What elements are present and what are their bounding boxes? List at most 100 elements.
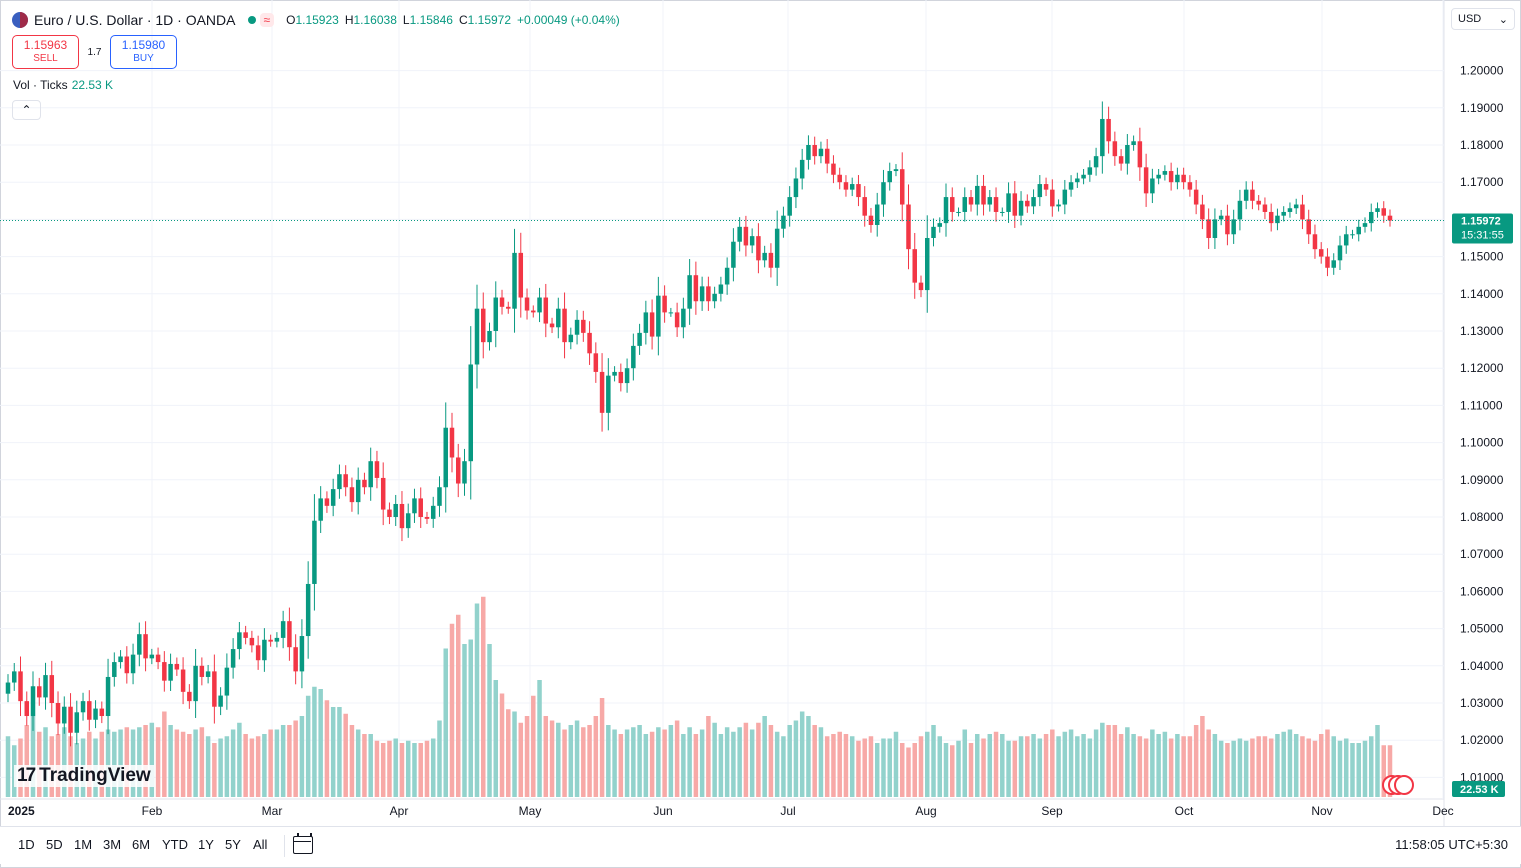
candle-body	[174, 663, 180, 670]
range-ytd-button[interactable]: YTD	[162, 837, 188, 852]
price-tick-label: 1.18000	[1460, 138, 1504, 152]
volume-bar	[274, 729, 280, 797]
candle-body	[143, 634, 148, 659]
time-tick-label: Sep	[1041, 804, 1063, 818]
volume-bar	[462, 644, 467, 797]
sell-button[interactable]: 1.15963 SELL	[12, 35, 79, 69]
time-tick-label: Mar	[262, 804, 283, 818]
candle-body	[849, 184, 855, 190]
candle-body	[293, 647, 298, 672]
volume-bar	[1356, 743, 1361, 797]
volume-bar	[412, 743, 417, 797]
range-1d-button[interactable]: 1D	[18, 837, 35, 852]
candle-body	[749, 236, 755, 246]
volume-bar	[337, 707, 342, 797]
candle-body	[1081, 174, 1086, 179]
volume-bar	[449, 623, 455, 797]
price-tick-label: 1.02000	[1460, 733, 1504, 747]
candle-body	[324, 498, 330, 506]
candle-body	[1375, 208, 1380, 212]
volume-bar	[1350, 743, 1355, 797]
candle-body	[1075, 178, 1080, 183]
volume-bar	[380, 743, 386, 797]
candle-body	[831, 163, 836, 175]
volume-bar	[1181, 736, 1186, 797]
candle-body	[374, 461, 380, 478]
range-1y-button[interactable]: 1Y	[198, 837, 214, 852]
candle-body	[1237, 200, 1243, 220]
range-3m-button[interactable]: 3M	[103, 837, 122, 852]
volume-bar	[831, 734, 836, 797]
range-5d-button[interactable]: 5D	[46, 837, 63, 852]
candle-body	[887, 171, 892, 183]
candle-body	[1356, 226, 1361, 235]
volume-bar	[1143, 738, 1149, 797]
range-1m-button[interactable]: 1M	[74, 837, 93, 852]
candle-body	[712, 293, 717, 302]
candle-body	[218, 695, 223, 707]
candle-body	[562, 308, 567, 343]
candle-body	[262, 639, 267, 661]
time-tick-label: Dec	[1432, 804, 1453, 818]
ohlc-change: +0.00049 (+0.04%)	[517, 13, 620, 27]
candle-body	[899, 169, 905, 205]
currency-selector[interactable]: USD ⌄	[1451, 8, 1515, 30]
calendar-icon[interactable]	[293, 833, 313, 854]
candle-body	[412, 498, 417, 514]
volume-bar	[130, 729, 136, 797]
candle-body	[1100, 118, 1105, 157]
volume-bar	[512, 711, 517, 797]
candle-body	[399, 503, 405, 529]
candle-body	[18, 671, 23, 702]
volume-bar	[405, 740, 411, 797]
candle-body	[962, 197, 968, 212]
candle-body	[774, 228, 780, 268]
volume-bar	[993, 731, 999, 797]
price-tick-label: 1.19000	[1460, 101, 1504, 115]
range-6m-button[interactable]: 6M	[132, 837, 151, 852]
candle-body	[1231, 219, 1236, 235]
price-tick-label: 1.11000	[1460, 398, 1503, 412]
clock-readout[interactable]: 11:58:05 UTC+5:30	[1395, 837, 1508, 852]
candle-body	[299, 636, 305, 672]
volume-bar	[1387, 745, 1393, 797]
last-price-badge	[1452, 213, 1513, 244]
buy-button[interactable]: 1.15980 BUY	[110, 35, 177, 69]
volume-bar	[906, 747, 911, 797]
symbol-title[interactable]: Euro / U.S. Dollar · 1D · OANDA	[34, 12, 236, 28]
volume-bar	[956, 740, 961, 797]
candle-body	[537, 297, 542, 313]
volume-bar	[1250, 738, 1255, 797]
volume-legend-value: 22.53 K	[71, 78, 114, 92]
volume-bar	[1287, 729, 1293, 797]
waves-icon[interactable]: ≈	[259, 13, 275, 27]
volume-bar	[1131, 734, 1136, 797]
ohlc-high: H1.16038	[344, 13, 397, 27]
tradingview-logo[interactable]: 17 TradingView	[14, 765, 154, 787]
volume-bar	[856, 740, 861, 797]
candle-body	[1281, 211, 1286, 216]
volume-bar	[43, 727, 48, 797]
range-5y-button[interactable]: 5Y	[225, 837, 241, 852]
volume-bar	[743, 722, 749, 797]
volume-bar	[330, 707, 336, 797]
candle-body	[593, 353, 599, 372]
candle-body	[224, 667, 230, 696]
volume-bar	[806, 716, 811, 797]
volume-bar	[1268, 738, 1274, 797]
candle-body	[862, 197, 867, 216]
tradingview-logo-icon: 17	[17, 765, 36, 786]
candle-body	[806, 145, 811, 160]
volume-bar	[1337, 740, 1343, 797]
candle-body	[87, 701, 92, 720]
candle-body	[180, 669, 186, 692]
candle-body	[881, 182, 886, 205]
time-tick-label: Aug	[915, 804, 936, 818]
volume-bar	[368, 734, 373, 797]
bottom-toolbar: 1D 5D 1M 3M 6M YTD 1Y 5Y All 11:58:05 UT…	[0, 826, 1521, 864]
collapse-legend-button[interactable]: ⌃	[12, 100, 41, 120]
range-all-button[interactable]: All	[253, 837, 268, 852]
volume-legend[interactable]: Vol · Ticks 22.53 K	[13, 78, 113, 92]
candle-body	[1212, 219, 1218, 238]
